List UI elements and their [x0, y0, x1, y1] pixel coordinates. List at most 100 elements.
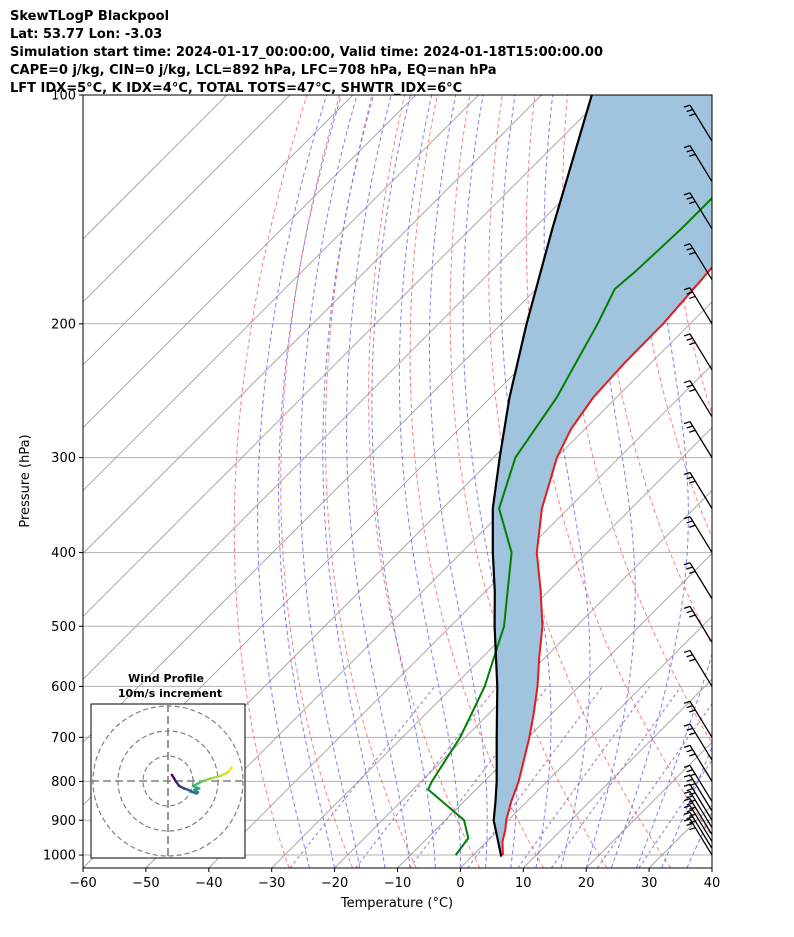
wind-barb-staff	[689, 516, 713, 553]
y-tick-label: 700	[51, 731, 76, 746]
wind-barb-flag	[686, 822, 693, 826]
wind-barb	[683, 380, 713, 418]
wind-barb-flag	[683, 649, 691, 654]
wind-barb-flag	[689, 799, 696, 803]
hodograph-trace	[170, 773, 176, 780]
y-tick-label: 600	[51, 680, 76, 695]
wind-barb-flag	[689, 614, 696, 618]
hodograph-trace	[209, 774, 222, 780]
wind-barb-flag	[683, 562, 691, 566]
wind-barb-flag	[683, 104, 691, 108]
wind-barb-staff	[689, 774, 713, 812]
wind-barb-staff	[689, 791, 713, 828]
wind-barb	[683, 515, 713, 553]
wind-barb-staff	[689, 472, 713, 509]
wind-barb-flag	[683, 333, 691, 337]
moist-adiabat-line	[278, 95, 342, 868]
moist-adiabat-line	[429, 95, 488, 868]
isotherm-line	[208, 364, 712, 868]
wind-barb-flag	[683, 287, 691, 291]
isotherm-line	[83, 95, 542, 555]
wind-barb	[683, 144, 713, 182]
moist-adiabat-line	[610, 95, 689, 868]
wind-barb-flag	[683, 798, 691, 802]
title-location: SkewTLogP Blackpool	[10, 9, 170, 24]
wind-barb-flag	[686, 108, 693, 113]
moist-adiabat-line	[711, 866, 712, 868]
wind-barb-staff	[689, 805, 713, 842]
isotherm-line	[271, 426, 712, 868]
wind-barb-flag	[689, 388, 696, 392]
y-tick-label: 500	[51, 620, 76, 635]
wind-barb-staff	[689, 783, 713, 821]
wind-barb-staff	[689, 380, 713, 418]
y-tick-label: 200	[51, 317, 76, 332]
wind-barb-flag	[683, 811, 691, 816]
wind-barb-flag	[686, 247, 693, 251]
wind-barb	[683, 744, 713, 782]
wind-barb	[683, 333, 713, 371]
mixing-ratio-line	[596, 702, 712, 868]
wind-barb-flag	[689, 820, 696, 824]
x-axis: −60 −50 −40 −30 −20 −10 0 10 20 30 40	[69, 868, 720, 891]
moist-adiabat-line	[585, 95, 636, 868]
wind-barb	[683, 723, 713, 761]
wind-barb-staff	[689, 192, 713, 230]
wind-barb-flag	[686, 749, 693, 753]
x-tick-label: −30	[258, 876, 285, 891]
isotherm-line	[83, 95, 354, 366]
x-tick-label: −20	[321, 876, 348, 891]
isotherm-line	[775, 95, 794, 868]
wind-barb-staff	[689, 287, 713, 325]
moist-adiabat-line	[299, 95, 361, 868]
wind-barb-flag	[689, 827, 696, 831]
wind-barb-flag	[683, 605, 691, 609]
wind-barb-flag	[683, 380, 691, 384]
wind-barb	[683, 804, 713, 842]
wind-barb-flag	[686, 291, 693, 295]
wind-barb-flag	[683, 515, 691, 520]
wind-barb	[683, 287, 713, 325]
wind-barb-staff	[689, 562, 713, 600]
wind-barb	[683, 104, 713, 142]
wind-barb-flag	[689, 658, 696, 662]
wind-barb-flag	[686, 816, 693, 820]
moist-adiabat-line	[257, 95, 328, 868]
wind-barb	[683, 192, 713, 230]
wind-barb-flag	[683, 774, 691, 778]
hodograph-inset: Wind Profile 10m/s increment	[90, 672, 246, 859]
mixing-ratio-line	[517, 686, 651, 868]
wind-barb-flag	[686, 610, 693, 614]
mixing-ratio-line	[289, 686, 436, 868]
wind-barb-staff	[689, 745, 713, 782]
wind-barb-staff	[689, 606, 713, 643]
wind-barb-staff	[689, 145, 713, 182]
wind-barb-flag	[689, 806, 696, 810]
dry-adiabat-line	[409, 95, 544, 868]
wind-barb-staff	[689, 650, 713, 687]
parcel-line	[491, 95, 593, 857]
wind-barb-flag	[686, 795, 693, 799]
wind-barb-staff	[689, 818, 713, 856]
wind-barb	[683, 818, 713, 856]
x-tick-label: −40	[195, 876, 222, 891]
wind-barb-staff	[689, 104, 713, 142]
wind-barb-flag	[689, 429, 696, 433]
wind-barb-flag	[686, 384, 693, 388]
wind-barb-flag	[683, 818, 691, 822]
wind-barb-flag	[689, 113, 696, 117]
wind-barb	[683, 811, 713, 849]
wind-barb-staff	[689, 765, 713, 802]
wind-barb	[683, 790, 713, 828]
wind-barb-staff	[689, 243, 713, 281]
wind-barb-flag	[686, 705, 693, 709]
wind-barb	[683, 649, 713, 687]
wind-barb-staff	[689, 421, 713, 458]
wind-barb-flag	[686, 802, 693, 806]
wind-barb	[683, 243, 713, 281]
title-indices: LFT IDX=5°C, K IDX=4°C, TOTAL TOTS=47°C,…	[10, 81, 463, 96]
wind-barb-flag	[683, 744, 691, 749]
hodograph-trace	[219, 771, 230, 778]
y-tick-label: 800	[51, 775, 76, 790]
